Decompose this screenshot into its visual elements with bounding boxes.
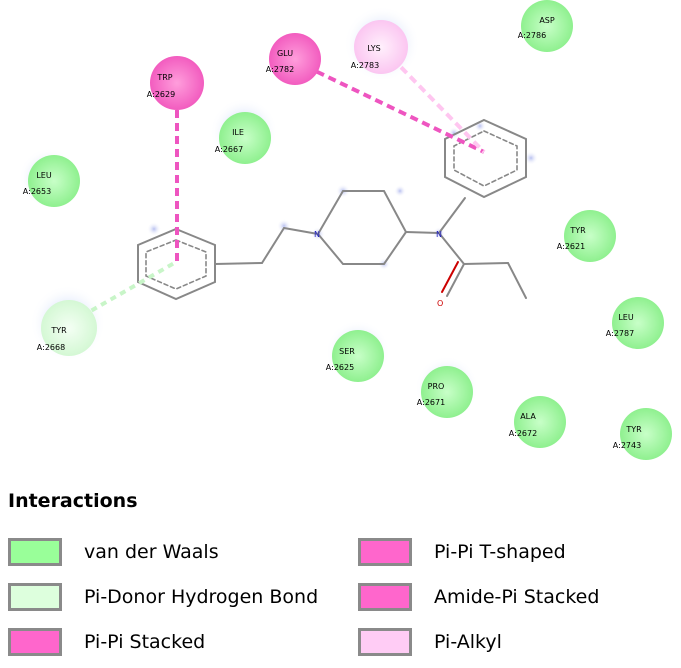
svg-text:A:2625: A:2625 — [326, 363, 354, 372]
svg-text:A:2621: A:2621 — [557, 242, 585, 251]
residue-tyr-2743: TYR A:2743 — [613, 408, 672, 460]
legend-item-pi-pi-t-shaped: Pi-Pi T-shaped — [358, 537, 566, 567]
svg-text:A:2783: A:2783 — [351, 61, 379, 70]
legend-label-pi-pi-stacked: Pi-Pi Stacked — [84, 631, 206, 653]
right-phenyl-ring — [444, 118, 527, 199]
svg-text:A:2629: A:2629 — [147, 90, 175, 99]
svg-text:GLU: GLU — [277, 49, 293, 58]
residue-ser: SER A:2625 — [326, 330, 384, 382]
svg-text:TYR: TYR — [569, 226, 586, 235]
svg-text:A:2672: A:2672 — [509, 429, 537, 438]
legend-swatch-amide-pi-stacked — [358, 583, 412, 611]
svg-text:LEU: LEU — [36, 171, 52, 180]
legend-swatch-pi-pi-stacked — [8, 628, 62, 656]
svg-text:A:2787: A:2787 — [606, 329, 634, 338]
right-phenyl-inner — [453, 130, 518, 187]
legend-title: Interactions — [8, 490, 138, 512]
left-phenyl-ring — [137, 227, 216, 301]
amide-nitrogen: N — [436, 230, 442, 239]
legend-label-pi-alkyl: Pi-Alkyl — [434, 631, 502, 653]
svg-text:SER: SER — [339, 347, 355, 356]
ligand-structure — [137, 118, 527, 301]
svg-text:LEU: LEU — [618, 313, 634, 322]
legend-swatch-vdw — [8, 538, 62, 566]
residue-leu-2653: LEU A:2653 — [23, 155, 80, 207]
svg-text:TYR: TYR — [50, 326, 67, 335]
residue-tyr-2621: TYR A:2621 — [557, 210, 616, 262]
tyr-pidonor-line — [81, 260, 177, 318]
legend-swatch-pi-alkyl — [358, 628, 412, 656]
legend-label-pi-donor: Pi-Donor Hydrogen Bond — [84, 586, 319, 608]
svg-text:ALA: ALA — [520, 412, 536, 421]
carbonyl-oxygen: O — [437, 299, 443, 308]
legend-item-pi-alkyl: Pi-Alkyl — [358, 627, 502, 657]
legend-item-vdw: van der Waals — [8, 537, 219, 567]
glu-pipi-tshaped-line — [304, 64, 485, 154]
svg-text:A:2743: A:2743 — [613, 441, 641, 450]
interaction-lines — [81, 56, 486, 318]
piperidine-ring — [317, 190, 408, 265]
legend-swatch-pi-donor — [8, 583, 62, 611]
svg-text:A:2653: A:2653 — [23, 187, 51, 196]
legend-label-amide-pi-stacked: Amide-Pi Stacked — [434, 586, 600, 608]
residue-leu-2787: LEU A:2787 — [606, 297, 664, 349]
svg-text:A:2786: A:2786 — [518, 31, 546, 40]
left-phenyl-inner — [145, 239, 207, 290]
residue-asp: ASP A:2786 — [518, 0, 573, 52]
svg-text:TRP: TRP — [156, 73, 172, 82]
interaction-diagram: N N O ASP A:2786 GLU A:2782 LYS A:2783 T… — [19, 0, 672, 460]
residue-glu: GLU A:2782 — [266, 33, 321, 85]
legend-label-vdw: van der Waals — [84, 541, 219, 563]
svg-text:A:2668: A:2668 — [37, 343, 65, 352]
residue-pro: PRO A:2671 — [417, 366, 473, 418]
residue-lys: LYS A:2783 — [351, 20, 408, 74]
legend-label-pi-pi-t-shaped: Pi-Pi T-shaped — [434, 541, 566, 563]
svg-text:A:2667: A:2667 — [215, 145, 243, 154]
residue-tyr-2668: TYR A:2668 — [37, 300, 97, 356]
svg-text:TYR: TYR — [625, 425, 642, 434]
residue-ile: ILE A:2667 — [215, 112, 271, 164]
svg-text:A:2671: A:2671 — [417, 398, 445, 407]
svg-text:A:2782: A:2782 — [266, 65, 294, 74]
legend-item-amide-pi-stacked: Amide-Pi Stacked — [358, 582, 599, 612]
legend-item-pi-pi-stacked: Pi-Pi Stacked — [8, 627, 205, 657]
residue-ala: ALA A:2672 — [509, 396, 566, 448]
legend-item-pi-donor: Pi-Donor Hydrogen Bond — [8, 582, 318, 612]
svg-text:ILE: ILE — [232, 128, 244, 137]
svg-text:PRO: PRO — [428, 382, 445, 391]
svg-text:LYS: LYS — [367, 44, 380, 53]
lys-pialkyl-line — [390, 56, 486, 154]
svg-text:ASP: ASP — [539, 16, 555, 25]
residue-trp: TRP A:2629 — [147, 56, 204, 110]
piperidine-nitrogen: N — [314, 230, 320, 239]
legend-swatch-pi-pi-t-shaped — [358, 538, 412, 566]
